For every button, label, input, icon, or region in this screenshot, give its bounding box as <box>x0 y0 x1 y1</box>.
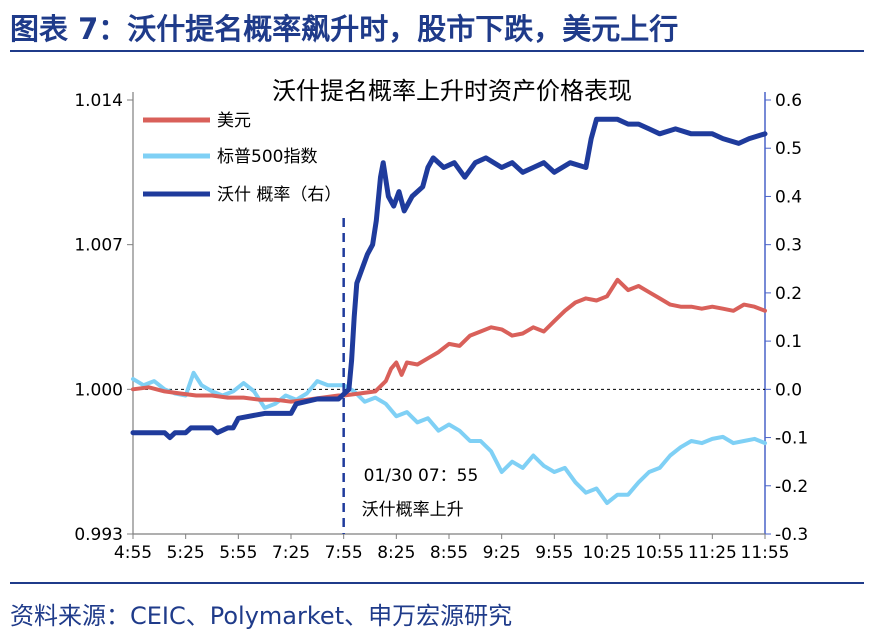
legend-label-0: 美元 <box>217 111 251 131</box>
x-tick-label: 8:25 <box>377 543 415 563</box>
series-line-2 <box>130 116 768 441</box>
x-tick-label: 5:25 <box>167 543 205 563</box>
x-tick-label: 10:55 <box>635 543 684 563</box>
y-right-tick-label: 0.3 <box>775 236 802 256</box>
y-left-tick-label: 1.007 <box>74 236 123 256</box>
title-rule <box>10 50 864 52</box>
x-tick-label: 11:55 <box>741 543 790 563</box>
x-tick-label: 8:55 <box>430 543 468 563</box>
axes: 1.014 1.007 1.000 0.993 0.6 0.5 0.4 0.3 0.2 0.1 0.… <box>74 91 808 563</box>
x-tick-label: 7:25 <box>272 543 310 563</box>
legend-label-1: 标普500指数 <box>217 147 317 167</box>
source-rule <box>10 582 864 584</box>
y-right-tick-label: 0.2 <box>775 284 802 304</box>
y-right-tick-label: 0.1 <box>775 332 802 352</box>
series-line-0 <box>131 277 767 404</box>
y-left-tick-label: 0.993 <box>74 525 123 545</box>
y-right-tick-label: 0.0 <box>775 380 802 400</box>
source-note: 资料来源：CEIC、Polymarket、申万宏源研究 <box>10 602 513 630</box>
y-right-tick-label: 0.6 <box>775 91 802 111</box>
annotation-datetime: 01/30 07：55 <box>364 466 479 486</box>
annotation: 01/30 07：55 沃什概率上升 <box>342 218 479 534</box>
y-right-tick-label: 0.4 <box>775 187 802 207</box>
y-left-tick-label: 1.000 <box>74 380 123 400</box>
x-tick-label: 7:55 <box>325 543 363 563</box>
y-right-tick-label: -0.3 <box>775 525 808 545</box>
y-left-tick-label: 1.014 <box>74 91 123 111</box>
y-right-tick-label: -0.1 <box>775 429 808 449</box>
y-right-tick-label: -0.2 <box>775 477 808 497</box>
chart-title: 沃什提名概率上升时资产价格表现 <box>272 77 632 105</box>
x-tick-label: 9:55 <box>535 543 573 563</box>
x-tick-label: 4:55 <box>114 543 152 563</box>
x-tick-label: 10:25 <box>583 543 632 563</box>
x-tick-label: 11:25 <box>688 543 737 563</box>
figure-title: 图表 7：沃什提名概率飙升时，股市下跌，美元上行 <box>10 12 679 46</box>
y-right-tick-label: 0.5 <box>775 139 802 159</box>
series-layer <box>130 116 768 505</box>
legend-label-2: 沃什 概率（右） <box>217 185 341 205</box>
x-tick-label: 5:55 <box>219 543 257 563</box>
annotation-text: 沃什概率上升 <box>362 500 464 520</box>
series-line-1 <box>131 370 767 505</box>
x-tick-label: 9:25 <box>483 543 521 563</box>
chart: 沃什提名概率上升时资产价格表现 1.014 1.007 1.000 0.993 0.6 0… <box>74 77 808 563</box>
